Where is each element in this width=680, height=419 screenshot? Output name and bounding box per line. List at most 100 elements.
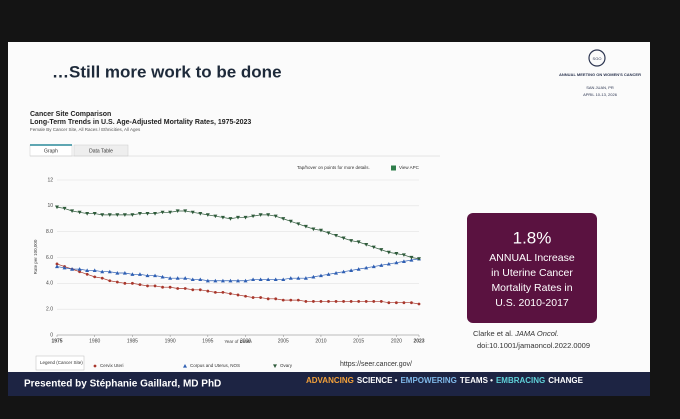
data-point (175, 276, 180, 280)
logo-date: APRIL 10-13, 2026 (583, 92, 618, 97)
data-point (198, 211, 203, 216)
data-point (401, 253, 406, 257)
x-tick-label: 2020 (391, 338, 402, 344)
citation-journal: JAMA Oncol. (514, 329, 558, 338)
data-point (198, 277, 203, 282)
x-tick-label: 1990 (165, 338, 176, 344)
data-point (410, 301, 413, 305)
data-point (229, 292, 232, 296)
data-point (93, 275, 97, 279)
data-point (273, 277, 278, 282)
data-point (304, 300, 308, 303)
apc-checkbox[interactable] (391, 165, 396, 171)
data-point (205, 278, 210, 283)
legend-label: Ovary (280, 363, 293, 368)
data-point (100, 213, 105, 217)
x-tick-label: 1975 (51, 338, 62, 344)
data-point (318, 228, 323, 233)
data-point (402, 301, 406, 305)
data-point (220, 278, 225, 283)
data-point (334, 233, 339, 238)
legend-title: Legend (Cancer Site) (40, 360, 83, 365)
data-point (364, 300, 368, 303)
data-point (334, 271, 339, 275)
data-point (258, 213, 263, 217)
data-point (160, 274, 165, 279)
x-tick-label: 2000 (240, 338, 251, 344)
data-point (191, 288, 195, 292)
data-point (137, 211, 142, 216)
data-point (244, 294, 247, 298)
data-point (236, 278, 240, 283)
data-point (130, 213, 135, 217)
data-point (198, 288, 202, 292)
callout-line: in Uterine Cancer (491, 267, 573, 279)
data-point (296, 298, 300, 302)
data-point (62, 206, 67, 211)
data-point (145, 273, 150, 278)
data-point (85, 211, 90, 216)
data-point (327, 300, 330, 303)
tagline: ADVANCING SCIENCE • EMPOWERING TEAMS • EMBRA… (306, 376, 584, 385)
tagline-word: ADVANCING (306, 376, 354, 385)
data-point (183, 287, 187, 290)
tab-label[interactable]: Data Table (89, 148, 113, 154)
data-point (394, 301, 398, 305)
data-point (145, 211, 150, 216)
data-point (318, 273, 323, 278)
data-point (183, 276, 188, 280)
x-tick-label: 2015 (353, 338, 364, 344)
data-point (115, 271, 120, 275)
data-point (122, 213, 127, 217)
data-point (228, 217, 233, 221)
data-point (312, 300, 315, 303)
data-point (303, 224, 308, 229)
data-point (122, 271, 127, 275)
data-point (213, 290, 217, 294)
chart-title: Cancer Site Comparison (30, 111, 111, 118)
data-point (55, 205, 59, 210)
citation-authors: Clarke et al. (473, 329, 513, 338)
data-point (379, 263, 384, 267)
logo-name: ANNUAL MEETING ON WOMEN'S CANCER (559, 72, 641, 77)
tagline-word: EMBRACING (496, 376, 545, 385)
citation-doi: doi:10.1001/jamaoncol.2022.0009 (477, 341, 590, 350)
data-point (243, 215, 248, 220)
data-point (341, 269, 346, 274)
data-point (100, 269, 105, 274)
citation: Clarke et al. JAMA Oncol. (473, 329, 559, 338)
data-point (251, 214, 256, 219)
logo-place: SAN JUAN, PR (586, 85, 614, 90)
apc-label[interactable]: View APC (399, 165, 420, 170)
tagline-word: EMPOWERING (400, 376, 456, 385)
data-point (356, 267, 361, 271)
data-point (55, 264, 59, 269)
data-point (213, 278, 218, 283)
tab-label[interactable]: Graph (44, 148, 58, 154)
data-point (153, 273, 158, 278)
data-point (311, 274, 316, 279)
data-point (251, 277, 256, 282)
data-point (221, 290, 225, 294)
data-point (183, 209, 188, 213)
data-point (206, 289, 210, 293)
slide (8, 42, 650, 373)
data-point (115, 213, 120, 217)
callout-headline: 1.8% (513, 228, 552, 247)
data-point (190, 277, 195, 282)
x-tick-label: 2010 (315, 338, 326, 344)
data-point (258, 277, 263, 282)
data-point (281, 277, 286, 282)
source-url[interactable]: https://seer.cancer.gov/ (340, 361, 412, 368)
y-axis-label: Rate per 100,000 (33, 239, 38, 274)
data-point (153, 284, 157, 288)
legend-label: Cervix Uteri (100, 363, 124, 368)
data-point (356, 240, 361, 244)
x-tick-label: 1985 (127, 338, 138, 344)
data-point (334, 300, 338, 303)
data-point (364, 242, 369, 247)
data-point (146, 284, 149, 288)
data-point (364, 265, 369, 270)
